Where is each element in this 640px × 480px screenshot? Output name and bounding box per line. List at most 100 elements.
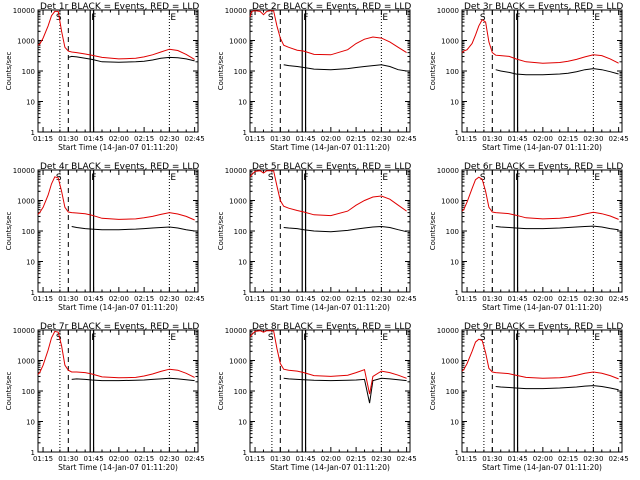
x-tick-label: 02:00 xyxy=(321,135,341,143)
x-tick-label: 01:15 xyxy=(245,295,265,303)
detector-panel-6: Det 6r BLACK = Events, RED = LLD 1 10 100 10… xyxy=(429,162,629,312)
marker-label: F xyxy=(303,13,308,23)
marker-label: S xyxy=(268,13,274,23)
x-tick-label: 01:15 xyxy=(33,295,53,303)
y-tick-label: 10 xyxy=(450,259,459,267)
y-axis-label: Counts/sec xyxy=(429,212,437,251)
marker-label: E xyxy=(594,333,600,343)
y-tick-label: 10000 xyxy=(225,7,247,15)
x-tick-label: 02:30 xyxy=(583,455,603,463)
y-tick-label: 10 xyxy=(26,259,35,267)
lld-series-line xyxy=(461,338,619,380)
marker-label: E xyxy=(170,173,176,183)
marker-label: S xyxy=(480,173,486,183)
x-tick-label: 02:15 xyxy=(346,295,366,303)
marker-label: E xyxy=(382,333,388,343)
y-tick-label: 10 xyxy=(238,99,247,107)
y-tick-label: 1000 xyxy=(229,358,247,366)
detector-panel-3: Det 3r BLACK = Events, RED = LLD 1 10 100 10… xyxy=(429,2,629,152)
x-tick-label: 02:15 xyxy=(346,455,366,463)
lld-series-line xyxy=(249,10,407,56)
x-tick-label: 01:30 xyxy=(270,135,290,143)
x-tick-label: 02:00 xyxy=(109,135,129,143)
x-tick-label: 02:15 xyxy=(558,295,578,303)
events-series-line xyxy=(283,377,407,404)
x-axis-label: Start Time (14-Jan-07 01:11:20) xyxy=(270,143,390,152)
y-tick-label: 10 xyxy=(26,419,35,427)
marker-label: E xyxy=(594,13,600,23)
y-tick-label: 10000 xyxy=(225,167,247,175)
x-tick-label: 02:00 xyxy=(109,455,129,463)
x-tick-label: 02:00 xyxy=(109,295,129,303)
y-tick-label: 1000 xyxy=(441,198,459,206)
y-tick-label: 10 xyxy=(238,419,247,427)
y-tick-label: 10 xyxy=(450,99,459,107)
x-tick-label: 01:30 xyxy=(58,295,78,303)
plot-frame xyxy=(461,169,623,293)
marker-label: F xyxy=(91,333,96,343)
y-tick-label: 100 xyxy=(234,228,247,236)
y-tick-label: 10 xyxy=(450,419,459,427)
x-tick-label: 01:15 xyxy=(33,455,53,463)
y-tick-label: 1 xyxy=(31,289,35,297)
y-tick-label: 100 xyxy=(22,68,35,76)
detector-panel-1: Det 1r BLACK = Events, RED = LLD 1 10 100 10… xyxy=(5,2,205,152)
lld-series-line xyxy=(37,330,195,379)
y-tick-label: 100 xyxy=(22,228,35,236)
x-tick-label: 02:45 xyxy=(397,295,417,303)
x-tick-label: 02:30 xyxy=(583,135,603,143)
marker-label: E xyxy=(170,13,176,23)
x-tick-label: 02:00 xyxy=(533,455,553,463)
lld-series-line xyxy=(37,10,195,60)
marker-label: F xyxy=(515,333,520,343)
x-tick-label: 02:45 xyxy=(397,455,417,463)
y-tick-label: 1 xyxy=(243,129,247,137)
marker-label: E xyxy=(594,173,600,183)
x-tick-label: 01:45 xyxy=(295,455,315,463)
lld-series-line xyxy=(461,176,619,220)
x-tick-label: 01:30 xyxy=(482,455,502,463)
x-tick-label: 02:45 xyxy=(609,455,629,463)
x-tick-label: 02:30 xyxy=(583,295,603,303)
marker-label: S xyxy=(56,333,62,343)
y-tick-label: 10 xyxy=(238,259,247,267)
y-tick-label: 10 xyxy=(26,99,35,107)
x-tick-label: 01:15 xyxy=(457,135,477,143)
x-tick-label: 02:45 xyxy=(609,295,629,303)
marker-label: F xyxy=(91,13,96,23)
events-series-line xyxy=(71,226,195,232)
y-tick-label: 100 xyxy=(446,68,459,76)
x-tick-label: 01:30 xyxy=(270,295,290,303)
x-tick-label: 02:15 xyxy=(558,455,578,463)
x-tick-label: 01:30 xyxy=(270,455,290,463)
marker-label: S xyxy=(480,13,486,23)
x-tick-label: 02:45 xyxy=(397,135,417,143)
x-axis-label: Start Time (14-Jan-07 01:11:20) xyxy=(482,143,602,152)
y-tick-label: 1000 xyxy=(441,38,459,46)
y-tick-label: 10000 xyxy=(13,327,35,335)
plot-frame xyxy=(461,329,623,453)
y-tick-label: 1000 xyxy=(229,38,247,46)
detector-panel-7: Det 7r BLACK = Events, RED = LLD 1 10 100 10… xyxy=(5,322,205,472)
x-tick-label: 02:15 xyxy=(134,455,154,463)
marker-label: E xyxy=(382,173,388,183)
x-tick-label: 01:15 xyxy=(245,135,265,143)
detector-panel-9: Det 9r BLACK = Events, RED = LLD 1 10 100 10… xyxy=(429,322,629,472)
y-tick-label: 100 xyxy=(446,388,459,396)
y-tick-label: 1 xyxy=(31,449,35,457)
marker-label: S xyxy=(268,333,274,343)
x-tick-label: 02:30 xyxy=(159,455,179,463)
y-axis-label: Counts/sec xyxy=(5,52,13,91)
x-axis-label: Start Time (14-Jan-07 01:11:20) xyxy=(482,463,602,472)
x-tick-label: 01:45 xyxy=(295,295,315,303)
lld-series-line xyxy=(249,170,407,217)
panel-title: Det 8r BLACK = Events, RED = LLD xyxy=(252,322,411,332)
panel-title: Det 2r BLACK = Events, RED = LLD xyxy=(252,2,411,12)
marker-label: S xyxy=(56,173,62,183)
y-tick-label: 1 xyxy=(455,289,459,297)
y-tick-label: 10000 xyxy=(13,167,35,175)
y-tick-label: 1000 xyxy=(229,198,247,206)
y-axis-label: Counts/sec xyxy=(429,372,437,411)
x-tick-label: 01:30 xyxy=(58,135,78,143)
y-tick-label: 1000 xyxy=(441,358,459,366)
